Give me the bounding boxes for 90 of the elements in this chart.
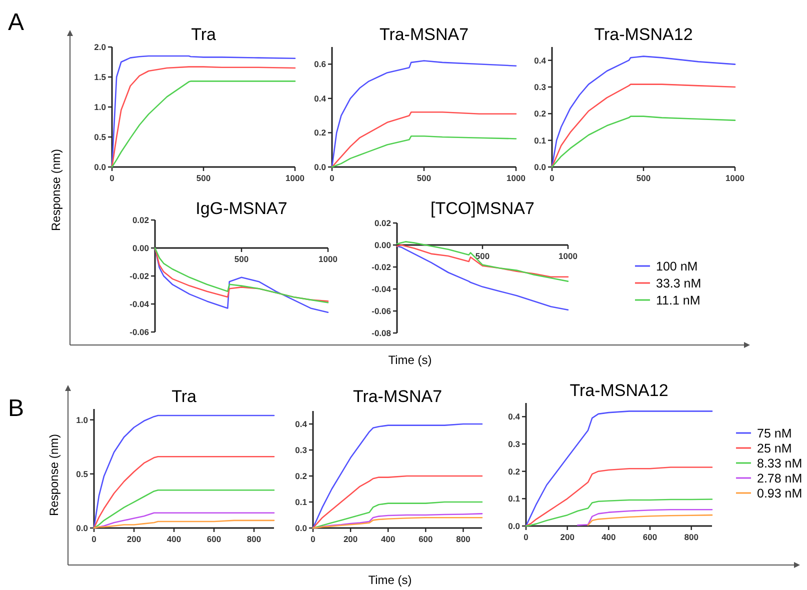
x-tick-label: 0	[524, 532, 529, 542]
y-tick-label: 0.0	[508, 520, 520, 531]
chart-title: Tra-MSNA7	[352, 387, 442, 406]
y-tick-label: -0.08	[372, 328, 392, 338]
text: B	[8, 395, 24, 422]
x-tick-label: 0	[550, 173, 555, 183]
y-tick-label: 0.00	[374, 240, 392, 250]
x-tick-label: 200	[126, 534, 142, 544]
x-tick-label: 0	[110, 173, 115, 183]
legend-label: 25 nM	[757, 441, 792, 456]
text: A	[8, 9, 24, 36]
y-tick-label: 0.0	[534, 162, 546, 172]
x-tick-label: 400	[166, 534, 182, 544]
y-tick-label: 0.5	[94, 132, 106, 142]
x-tick-label: 500	[196, 173, 211, 183]
y-tick-label: -0.04	[372, 284, 392, 294]
y-tick-label: 0.00	[132, 242, 150, 253]
x-tick-label: 1000	[318, 254, 338, 264]
x-tick-label: 400	[602, 532, 616, 542]
x-tick-label: 1000	[726, 173, 745, 183]
x-tick-label: 500	[475, 251, 490, 261]
y-tick-label: -0.06	[130, 326, 150, 337]
y-tick-label: 0.3	[534, 82, 546, 92]
x-tick-label: 500	[234, 254, 249, 264]
legend-label: 100 nM	[656, 259, 698, 274]
x-tick-label: 200	[560, 532, 575, 542]
chart-title: Tra-MSNA7	[379, 25, 469, 44]
y-tick-label: 0.4	[295, 418, 308, 429]
legend-label: 33.3 nM	[656, 276, 702, 290]
y-tick-label: 0.0	[295, 522, 308, 533]
x-tick-label: 800	[456, 534, 471, 544]
y-axis-title: Response (nm)	[49, 148, 63, 232]
x-tick-label: 1000	[286, 173, 305, 183]
y-tick-label: 1.5	[94, 72, 106, 82]
x-tick-label: 800	[684, 532, 699, 542]
y-tick-label: 0.5	[76, 468, 88, 479]
y-tick-label: 0.4	[534, 55, 546, 66]
x-tick-label: 400	[381, 534, 396, 544]
y-tick-label: 0.2	[314, 128, 326, 138]
legend-label: 2.78 nM	[757, 471, 802, 486]
x-tick-label: 0	[92, 534, 97, 544]
y-axis-title: Response (nm)	[47, 434, 61, 516]
x-tick-label: 0	[310, 534, 316, 544]
x-tick-label: 1000	[558, 251, 578, 261]
y-tick-label: 0.2	[508, 466, 520, 476]
x-axis-title: Time (s)	[368, 573, 412, 587]
y-tick-label: 0.2	[295, 470, 308, 481]
y-tick-label: 0.3	[295, 444, 308, 455]
x-tick-label: 1000	[506, 173, 526, 183]
y-tick-label: 0.2	[534, 108, 546, 119]
line-series	[587, 514, 713, 526]
legend-label: 75 nM	[757, 426, 792, 440]
y-tick-label: -0.02	[372, 262, 392, 272]
y-tick-label: 0.1	[534, 135, 546, 146]
y-tick-label: 0.02	[132, 214, 150, 225]
y-tick-label: -0.02	[130, 270, 150, 281]
y-tick-label: 0.0	[76, 522, 88, 533]
y-tick-label: -0.06	[372, 306, 392, 316]
legend-label: 0.93 nM	[757, 486, 802, 500]
y-tick-label: 0.6	[314, 59, 326, 70]
y-tick-label: 0.4	[508, 412, 520, 422]
x-tick-label: 200	[343, 534, 358, 544]
chart-title: [TCO]MSNA7	[430, 199, 534, 218]
x-tick-label: 600	[418, 534, 434, 544]
legend-label: 11.1 nM	[656, 293, 700, 308]
chart-title: Tra	[172, 387, 197, 406]
chart-title: Tra-MSNA12	[570, 381, 668, 400]
y-tick-label: 2.0	[94, 42, 106, 52]
y-tick-label: 0.1	[295, 496, 308, 507]
y-tick-label: 0.1	[508, 494, 520, 504]
line-series	[577, 508, 713, 526]
y-tick-label: 0.0	[314, 162, 326, 172]
x-tick-label: 0	[330, 173, 335, 183]
y-tick-label: -0.04	[130, 298, 150, 309]
x-tick-label: 600	[642, 532, 658, 542]
y-tick-label: 1.0	[76, 414, 88, 425]
chart-title: IgG-MSNA7	[196, 199, 288, 218]
y-tick-label: 1.0	[94, 102, 106, 112]
x-tick-label: 500	[636, 173, 651, 183]
y-tick-label: 0.4	[314, 93, 326, 104]
chart-title: Tra-MSNA12	[594, 25, 693, 44]
x-tick-label: 500	[416, 173, 432, 183]
x-tick-label: 600	[206, 534, 222, 544]
legend-label: 8.33 nM	[757, 456, 802, 470]
y-tick-label: 0.3	[508, 438, 520, 449]
y-tick-label: 0.02	[374, 218, 392, 228]
x-axis-title: Time (s)	[388, 353, 432, 367]
chart-title: Tra	[191, 25, 216, 44]
x-tick-label: 800	[246, 534, 262, 544]
y-tick-label: 0.0	[94, 162, 106, 172]
